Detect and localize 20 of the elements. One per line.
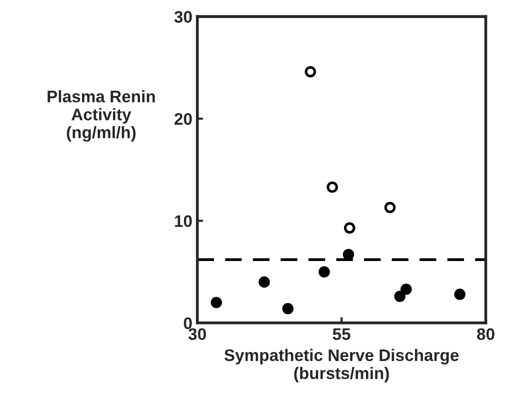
y-tick-label: 0 bbox=[184, 317, 192, 330]
point bbox=[384, 202, 396, 214]
x-tick-label: 30 bbox=[188, 328, 206, 340]
x-tick-label: 55 bbox=[332, 328, 350, 340]
point bbox=[344, 222, 356, 234]
y-tick-label: 30 bbox=[174, 10, 192, 23]
point bbox=[400, 284, 412, 295]
point bbox=[326, 181, 338, 193]
point bbox=[318, 266, 330, 278]
point bbox=[454, 288, 466, 300]
x-tick-label: 80 bbox=[477, 328, 494, 340]
point bbox=[258, 276, 270, 288]
point bbox=[210, 296, 222, 308]
y-axis-title: Plasma Renin Activity (ng/ml/h) bbox=[48, 90, 155, 142]
y-tick-label: 20 bbox=[174, 113, 192, 125]
x-axis-title: Sympathetic Nerve Discharge (bursts/min) bbox=[224, 348, 459, 382]
point bbox=[282, 302, 294, 314]
point bbox=[394, 290, 406, 302]
point bbox=[304, 66, 316, 78]
y-tick-label: 10 bbox=[174, 215, 192, 228]
